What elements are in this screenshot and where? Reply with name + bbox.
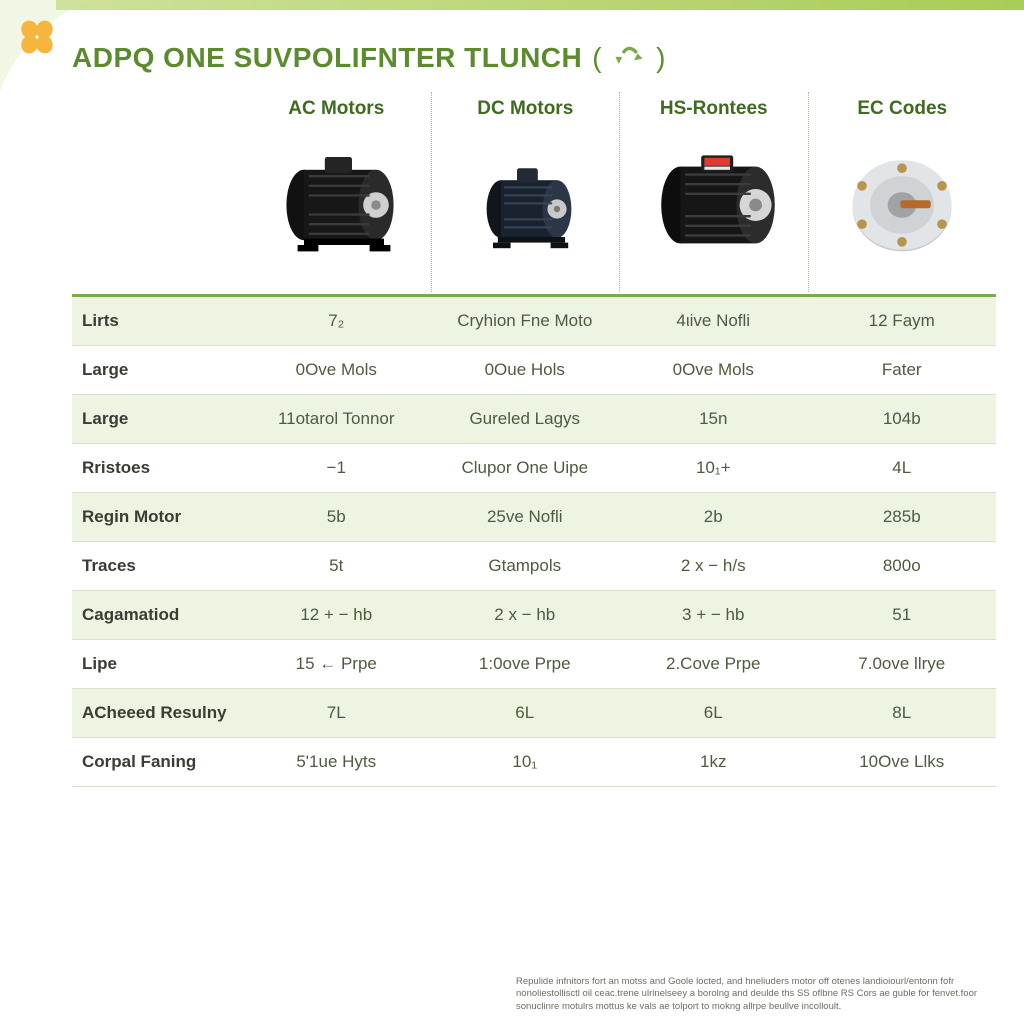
row-label: Corpal Faning (72, 738, 242, 787)
column-header-dc: DC Motors (431, 92, 620, 292)
column-title: DC Motors (432, 98, 620, 120)
row-label: Large (72, 346, 242, 395)
table-cell: Clupor One Uipe (431, 444, 620, 493)
column-title: AC Motors (242, 98, 431, 120)
row-label: Lirts (72, 297, 242, 346)
table-cell: 0Ove Mols (619, 346, 808, 395)
table-cell: 5t (242, 542, 431, 591)
table-cell: 1:0ove Prpe (431, 640, 620, 689)
ec-motor-icon (809, 130, 997, 280)
column-title: EC Codes (809, 98, 997, 120)
dc-motor-icon (432, 130, 620, 280)
table-cell: 7L (242, 689, 431, 738)
page-title: ADPQ ONE SUVPOLIFNTER TLUNCH ( ) (72, 42, 996, 74)
table-cell: Gureled Lagys (431, 395, 620, 444)
table-cell: 15 ← Prpe (242, 640, 431, 689)
table-cell: 2 x − hb (431, 591, 620, 640)
hs-motor-icon (620, 130, 808, 280)
row-label: Regin Motor (72, 493, 242, 542)
title-main: ADPQ ONE SUVPOLIFNTER TLUNCH (72, 42, 582, 74)
title-paren-close: ) (656, 42, 666, 74)
footnote-text: Repulide infnitors fort an motss and Goo… (516, 976, 996, 1014)
table-cell: 0Ove Mols (242, 346, 431, 395)
clover-icon (14, 14, 60, 60)
table-cell: 10Ove Llks (808, 738, 997, 787)
table-cell: 2b (619, 493, 808, 542)
table-cell: 25ve Nofli (431, 493, 620, 542)
table-cell: 7.0ove llrye (808, 640, 997, 689)
table-cell: 4L (808, 444, 997, 493)
row-label: Rristoes (72, 444, 242, 493)
column-title: HS-Rontees (620, 98, 808, 120)
column-header-ec: EC Codes (808, 92, 997, 292)
table-cell: 3 + − hb (619, 591, 808, 640)
ac-motor-icon (242, 130, 431, 280)
row-label: ACheeed Resulny (72, 689, 242, 738)
top-accent-bar (56, 0, 1024, 10)
table-cell: 15n (619, 395, 808, 444)
table-cell: 51 (808, 591, 997, 640)
table-cell: Fater (808, 346, 997, 395)
brand-logo (14, 14, 60, 60)
table-cell: 10₁+ (619, 444, 808, 493)
table-cell: 6L (431, 689, 620, 738)
table-cell: 2 x − h/s (619, 542, 808, 591)
table-cell: 5b (242, 493, 431, 542)
table-cell: 2.Cove Prpe (619, 640, 808, 689)
recycle-icon (612, 45, 646, 71)
column-header-ac: AC Motors (242, 92, 431, 292)
row-label: Cagamatiod (72, 591, 242, 640)
table-cell: 800o (808, 542, 997, 591)
table-cell: 12 + − hb (242, 591, 431, 640)
table-cell: 0Oue Hols (431, 346, 620, 395)
title-paren-open: ( (592, 42, 602, 74)
table-cell: 4ιive Nofli (619, 297, 808, 346)
row-label: Large (72, 395, 242, 444)
table-cell: 10₁ (431, 738, 620, 787)
table-cell: 5'1ue Hyts (242, 738, 431, 787)
header-spacer (72, 92, 242, 292)
table-cell: 285b (808, 493, 997, 542)
table-cell: 1kz (619, 738, 808, 787)
table-cell: Gtampols (431, 542, 620, 591)
comparison-table: AC MotorsDC MotorsHS-RonteesEC Codes Lirt… (72, 92, 996, 787)
table-cell: 12 Faym (808, 297, 997, 346)
table-cell: Cryhion Fne Moto (431, 297, 620, 346)
row-label: Traces (72, 542, 242, 591)
table-cell: 6L (619, 689, 808, 738)
table-cell: −1 (242, 444, 431, 493)
row-label: Lipe (72, 640, 242, 689)
column-header-hs: HS-Rontees (619, 92, 808, 292)
table-cell: 8L (808, 689, 997, 738)
table-cell: 11otarol Tonnor (242, 395, 431, 444)
table-cell: 7₂ (242, 297, 431, 346)
table-cell: 104b (808, 395, 997, 444)
